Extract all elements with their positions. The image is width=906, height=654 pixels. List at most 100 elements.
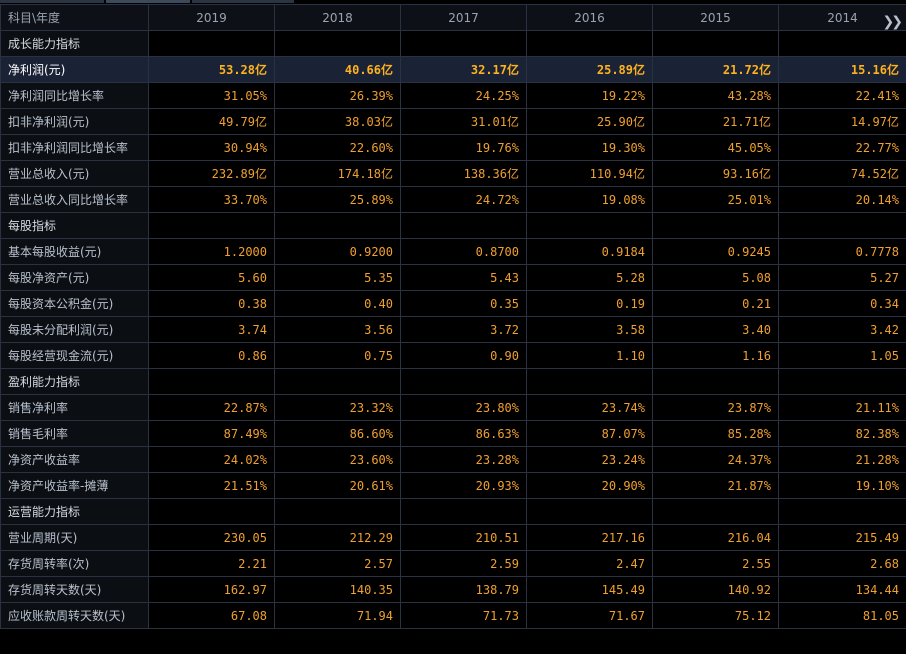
value-cell: 19.76% bbox=[400, 134, 527, 161]
empty-cell bbox=[778, 212, 906, 239]
empty-cell bbox=[778, 368, 906, 395]
value-cell: 1.10 bbox=[526, 342, 653, 369]
value-cell: 21.71亿 bbox=[652, 108, 779, 135]
table-row[interactable]: 存货周转天数(天) 162.97 140.35 138.79 145.49 140.92 1… bbox=[0, 576, 906, 603]
row-label: 每股净资产(元) bbox=[0, 264, 149, 291]
tab-segment bbox=[192, 0, 294, 3]
value-cell: 19.10% bbox=[778, 472, 906, 499]
value-cell: 45.05% bbox=[652, 134, 779, 161]
value-cell: 2.47 bbox=[526, 550, 653, 577]
empty-cell bbox=[148, 30, 275, 57]
double-chevron-right-icon[interactable]: ❯❯ bbox=[882, 14, 904, 30]
value-cell: 19.30% bbox=[526, 134, 653, 161]
year-header[interactable]: 2019 bbox=[148, 4, 275, 31]
section-header-row: 盈利能力指标 bbox=[0, 368, 906, 395]
value-cell: 82.38% bbox=[778, 420, 906, 447]
value-cell: 24.72% bbox=[400, 186, 527, 213]
value-cell: 22.87% bbox=[148, 394, 275, 421]
row-label: 每股未分配利润(元) bbox=[0, 316, 149, 343]
value-cell: 5.35 bbox=[274, 264, 401, 291]
table-row[interactable]: 基本每股收益(元) 1.2000 0.9200 0.8700 0.9184 0.9245 0… bbox=[0, 238, 906, 265]
value-cell: 23.87% bbox=[652, 394, 779, 421]
table-row[interactable]: 应收账款周转天数(天) 67.08 71.94 71.73 71.67 75.12 81.0… bbox=[0, 602, 906, 629]
empty-cell bbox=[400, 30, 527, 57]
table-row[interactable]: 扣非净利润(元) 49.79亿 38.03亿 31.01亿 25.90亿 21.71亿 14… bbox=[0, 108, 906, 135]
value-cell: 0.8700 bbox=[400, 238, 527, 265]
value-cell: 25.01% bbox=[652, 186, 779, 213]
year-header[interactable]: 2018 bbox=[274, 4, 401, 31]
value-cell: 24.37% bbox=[652, 446, 779, 473]
year-header[interactable]: 2015 bbox=[652, 4, 779, 31]
table-row[interactable]: 净利润(元) 53.28亿 40.66亿 32.17亿 25.89亿 21.72亿 15.1… bbox=[0, 56, 906, 83]
value-cell: 23.24% bbox=[526, 446, 653, 473]
row-label: 存货周转率(次) bbox=[0, 550, 149, 577]
value-cell: 23.32% bbox=[274, 394, 401, 421]
table-row[interactable]: 营业总收入同比增长率 33.70% 25.89% 24.72% 19.08% 25.01%… bbox=[0, 186, 906, 213]
empty-cell bbox=[148, 498, 275, 525]
table-row[interactable]: 净资产收益率 24.02% 23.60% 23.28% 23.24% 24.37% 21.2… bbox=[0, 446, 906, 473]
value-cell: 3.74 bbox=[148, 316, 275, 343]
empty-cell bbox=[400, 368, 527, 395]
section-header-row: 成长能力指标 bbox=[0, 30, 906, 57]
value-cell: 24.02% bbox=[148, 446, 275, 473]
table-row[interactable]: 每股资本公积金(元) 0.38 0.40 0.35 0.19 0.21 0.34 bbox=[0, 290, 906, 317]
value-cell: 26.39% bbox=[274, 82, 401, 109]
row-label: 营业总收入(元) bbox=[0, 160, 149, 187]
row-label: 营业周期(天) bbox=[0, 524, 149, 551]
value-cell: 0.21 bbox=[652, 290, 779, 317]
value-cell: 3.40 bbox=[652, 316, 779, 343]
value-cell: 216.04 bbox=[652, 524, 779, 551]
value-cell: 140.35 bbox=[274, 576, 401, 603]
value-cell: 0.19 bbox=[526, 290, 653, 317]
value-cell: 2.21 bbox=[148, 550, 275, 577]
header-label: 科目\年度 bbox=[0, 4, 149, 31]
empty-cell bbox=[274, 368, 401, 395]
table-row[interactable]: 销售净利率 22.87% 23.32% 23.80% 23.74% 23.87% 21.11… bbox=[0, 394, 906, 421]
table-row[interactable]: 销售毛利率 87.49% 86.60% 86.63% 87.07% 85.28% 82.38… bbox=[0, 420, 906, 447]
table-row[interactable]: 每股净资产(元) 5.60 5.35 5.43 5.28 5.08 5.27 bbox=[0, 264, 906, 291]
empty-cell bbox=[526, 212, 653, 239]
year-header[interactable]: 2014 bbox=[827, 10, 858, 25]
value-cell: 0.7778 bbox=[778, 238, 906, 265]
value-cell: 53.28亿 bbox=[148, 56, 275, 83]
table-row[interactable]: 每股经营现金流(元) 0.86 0.75 0.90 1.10 1.16 1.05 bbox=[0, 342, 906, 369]
table-row[interactable]: 净资产收益率-摊薄 21.51% 20.61% 20.93% 20.90% 21.87% 1… bbox=[0, 472, 906, 499]
value-cell: 19.08% bbox=[526, 186, 653, 213]
value-cell: 14.97亿 bbox=[778, 108, 906, 135]
value-cell: 23.60% bbox=[274, 446, 401, 473]
year-header[interactable]: 2016 bbox=[526, 4, 653, 31]
value-cell: 2.59 bbox=[400, 550, 527, 577]
empty-cell bbox=[526, 498, 653, 525]
table-row[interactable]: 营业总收入(元) 232.89亿 174.18亿 138.36亿 110.94亿 93.1… bbox=[0, 160, 906, 187]
row-label: 每股经营现金流(元) bbox=[0, 342, 149, 369]
value-cell: 25.89% bbox=[274, 186, 401, 213]
row-label: 净资产收益率-摊薄 bbox=[0, 472, 149, 499]
value-cell: 19.22% bbox=[526, 82, 653, 109]
value-cell: 21.72亿 bbox=[652, 56, 779, 83]
row-label: 存货周转天数(天) bbox=[0, 576, 149, 603]
table-row[interactable]: 净利润同比增长率 31.05% 26.39% 24.25% 19.22% 43.28% 22… bbox=[0, 82, 906, 109]
year-header[interactable]: 2017 bbox=[400, 4, 527, 31]
table-row[interactable]: 每股未分配利润(元) 3.74 3.56 3.72 3.58 3.40 3.42 bbox=[0, 316, 906, 343]
table-header-row: 科目\年度 2019 2018 2017 2016 2015 2014 ❯❯ bbox=[0, 4, 906, 31]
value-cell: 145.49 bbox=[526, 576, 653, 603]
value-cell: 3.42 bbox=[778, 316, 906, 343]
table-row[interactable]: 营业周期(天) 230.05 212.29 210.51 217.16 216.04 215… bbox=[0, 524, 906, 551]
table-row[interactable]: 扣非净利润同比增长率 30.94% 22.60% 19.76% 19.30% 45.05%… bbox=[0, 134, 906, 161]
empty-cell bbox=[274, 30, 401, 57]
row-label: 扣非净利润同比增长率 bbox=[0, 134, 149, 161]
table-row[interactable]: 存货周转率(次) 2.21 2.57 2.59 2.47 2.55 2.68 bbox=[0, 550, 906, 577]
value-cell: 20.90% bbox=[526, 472, 653, 499]
value-cell: 23.74% bbox=[526, 394, 653, 421]
value-cell: 40.66亿 bbox=[274, 56, 401, 83]
row-label: 净资产收益率 bbox=[0, 446, 149, 473]
year-header-last: 2014 ❯❯ bbox=[778, 4, 906, 31]
row-label: 销售毛利率 bbox=[0, 420, 149, 447]
tab-segment bbox=[0, 0, 104, 3]
value-cell: 2.57 bbox=[274, 550, 401, 577]
value-cell: 210.51 bbox=[400, 524, 527, 551]
section-title: 运营能力指标 bbox=[0, 498, 149, 525]
row-label: 净利润同比增长率 bbox=[0, 82, 149, 109]
empty-cell bbox=[652, 212, 779, 239]
value-cell: 0.9184 bbox=[526, 238, 653, 265]
